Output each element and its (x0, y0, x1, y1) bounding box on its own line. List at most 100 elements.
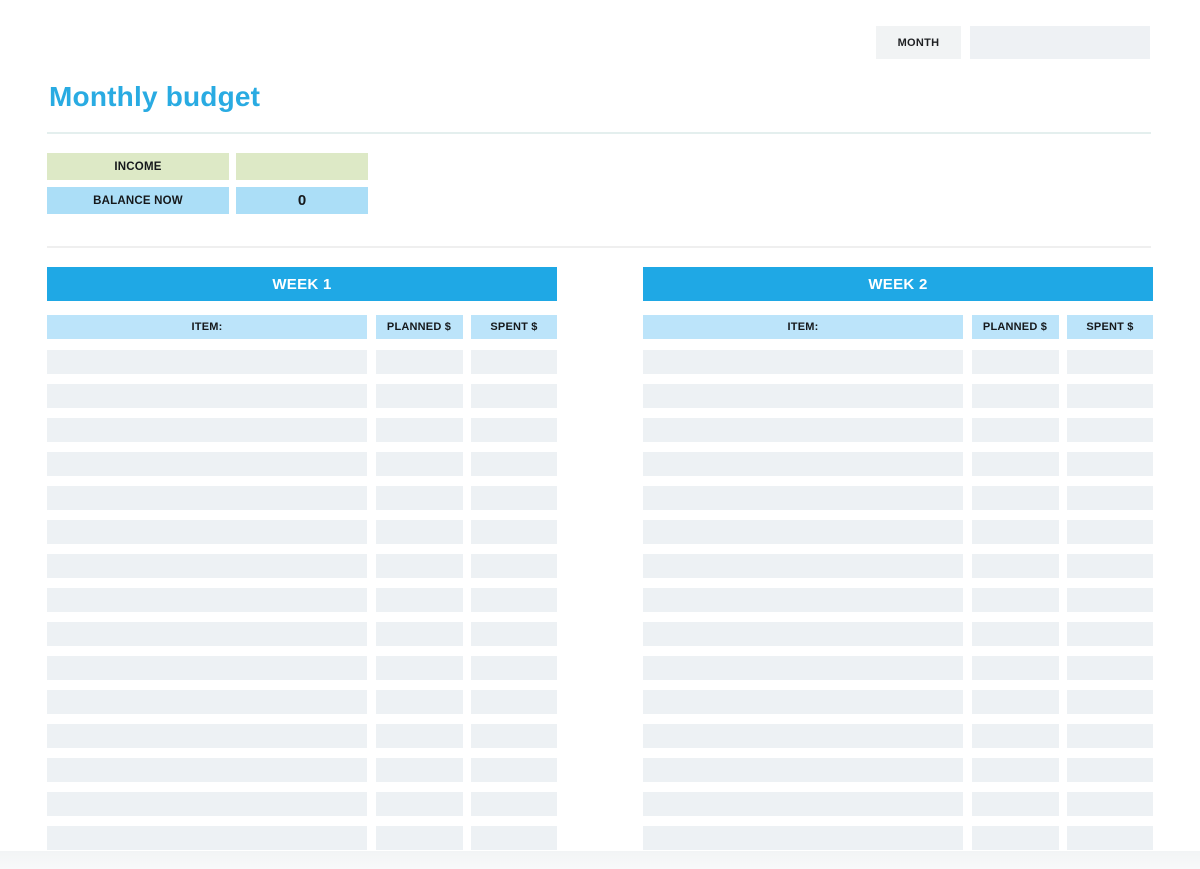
spent-cell[interactable] (471, 486, 557, 510)
spent-cell[interactable] (471, 452, 557, 476)
item-cell[interactable] (47, 826, 367, 850)
planned-cell[interactable] (375, 418, 463, 442)
spent-cell[interactable] (1067, 350, 1153, 374)
planned-cell[interactable] (971, 622, 1059, 646)
item-cell[interactable] (643, 792, 963, 816)
spent-cell[interactable] (471, 622, 557, 646)
spent-cell[interactable] (1067, 792, 1153, 816)
planned-cell[interactable] (971, 452, 1059, 476)
spent-cell[interactable] (1067, 724, 1153, 748)
item-cell[interactable] (643, 452, 963, 476)
item-cell[interactable] (47, 384, 367, 408)
planned-cell[interactable] (971, 656, 1059, 680)
spent-cell[interactable] (471, 418, 557, 442)
item-cell[interactable] (47, 588, 367, 612)
item-cell[interactable] (47, 622, 367, 646)
planned-cell[interactable] (375, 350, 463, 374)
item-cell[interactable] (643, 690, 963, 714)
week-2-rows (643, 350, 1153, 850)
planned-cell[interactable] (375, 792, 463, 816)
month-value-cell[interactable] (970, 26, 1150, 59)
planned-cell[interactable] (971, 826, 1059, 850)
planned-cell[interactable] (971, 350, 1059, 374)
spent-cell[interactable] (471, 588, 557, 612)
planned-cell[interactable] (375, 384, 463, 408)
item-cell[interactable] (643, 724, 963, 748)
planned-cell[interactable] (971, 588, 1059, 612)
planned-cell[interactable] (971, 724, 1059, 748)
planned-cell[interactable] (971, 690, 1059, 714)
spent-cell[interactable] (471, 758, 557, 782)
item-cell[interactable] (47, 350, 367, 374)
spent-cell[interactable] (471, 520, 557, 544)
item-cell[interactable] (643, 588, 963, 612)
spent-cell[interactable] (471, 690, 557, 714)
planned-cell[interactable] (375, 724, 463, 748)
item-cell[interactable] (643, 520, 963, 544)
spent-cell[interactable] (1067, 384, 1153, 408)
planned-cell[interactable] (971, 792, 1059, 816)
planned-cell[interactable] (971, 758, 1059, 782)
table-row (643, 350, 1153, 374)
item-cell[interactable] (47, 486, 367, 510)
item-cell[interactable] (643, 622, 963, 646)
table-row (643, 690, 1153, 714)
planned-cell[interactable] (971, 384, 1059, 408)
planned-column-header: PLANNED $ (971, 315, 1059, 339)
item-cell[interactable] (643, 826, 963, 850)
spent-cell[interactable] (1067, 486, 1153, 510)
spent-cell[interactable] (1067, 588, 1153, 612)
planned-cell[interactable] (375, 622, 463, 646)
income-value-cell[interactable] (236, 153, 368, 180)
planned-cell[interactable] (375, 758, 463, 782)
spent-cell[interactable] (1067, 656, 1153, 680)
spent-cell[interactable] (1067, 418, 1153, 442)
item-cell[interactable] (47, 792, 367, 816)
item-cell[interactable] (643, 418, 963, 442)
spent-cell[interactable] (1067, 758, 1153, 782)
spent-cell[interactable] (471, 792, 557, 816)
spent-cell[interactable] (471, 350, 557, 374)
item-cell[interactable] (47, 520, 367, 544)
spent-cell[interactable] (1067, 520, 1153, 544)
planned-cell[interactable] (375, 452, 463, 476)
item-cell[interactable] (47, 656, 367, 680)
spent-cell[interactable] (471, 724, 557, 748)
table-row (47, 724, 557, 748)
item-cell[interactable] (643, 350, 963, 374)
planned-cell[interactable] (375, 588, 463, 612)
item-cell[interactable] (47, 690, 367, 714)
item-cell[interactable] (643, 384, 963, 408)
spent-cell[interactable] (1067, 622, 1153, 646)
planned-cell[interactable] (375, 690, 463, 714)
planned-cell[interactable] (971, 520, 1059, 544)
planned-cell[interactable] (375, 520, 463, 544)
spent-cell[interactable] (471, 384, 557, 408)
planned-cell[interactable] (375, 656, 463, 680)
item-cell[interactable] (643, 656, 963, 680)
item-cell[interactable] (47, 724, 367, 748)
spent-cell[interactable] (471, 656, 557, 680)
spent-cell[interactable] (1067, 452, 1153, 476)
item-cell[interactable] (643, 758, 963, 782)
week-2-table: WEEK 2 ITEM: PLANNED $ SPENT $ (643, 267, 1153, 860)
planned-cell[interactable] (971, 418, 1059, 442)
item-cell[interactable] (643, 486, 963, 510)
spent-cell[interactable] (471, 554, 557, 578)
planned-cell[interactable] (375, 554, 463, 578)
balance-now-value-cell[interactable]: 0 (236, 187, 368, 214)
spent-cell[interactable] (1067, 690, 1153, 714)
planned-cell[interactable] (375, 826, 463, 850)
planned-cell[interactable] (375, 486, 463, 510)
planned-cell[interactable] (971, 486, 1059, 510)
item-cell[interactable] (47, 418, 367, 442)
item-cell[interactable] (47, 758, 367, 782)
spent-column-header: SPENT $ (1067, 315, 1153, 339)
spent-cell[interactable] (1067, 554, 1153, 578)
item-cell[interactable] (47, 554, 367, 578)
item-cell[interactable] (643, 554, 963, 578)
spent-cell[interactable] (471, 826, 557, 850)
planned-cell[interactable] (971, 554, 1059, 578)
item-cell[interactable] (47, 452, 367, 476)
spent-cell[interactable] (1067, 826, 1153, 850)
